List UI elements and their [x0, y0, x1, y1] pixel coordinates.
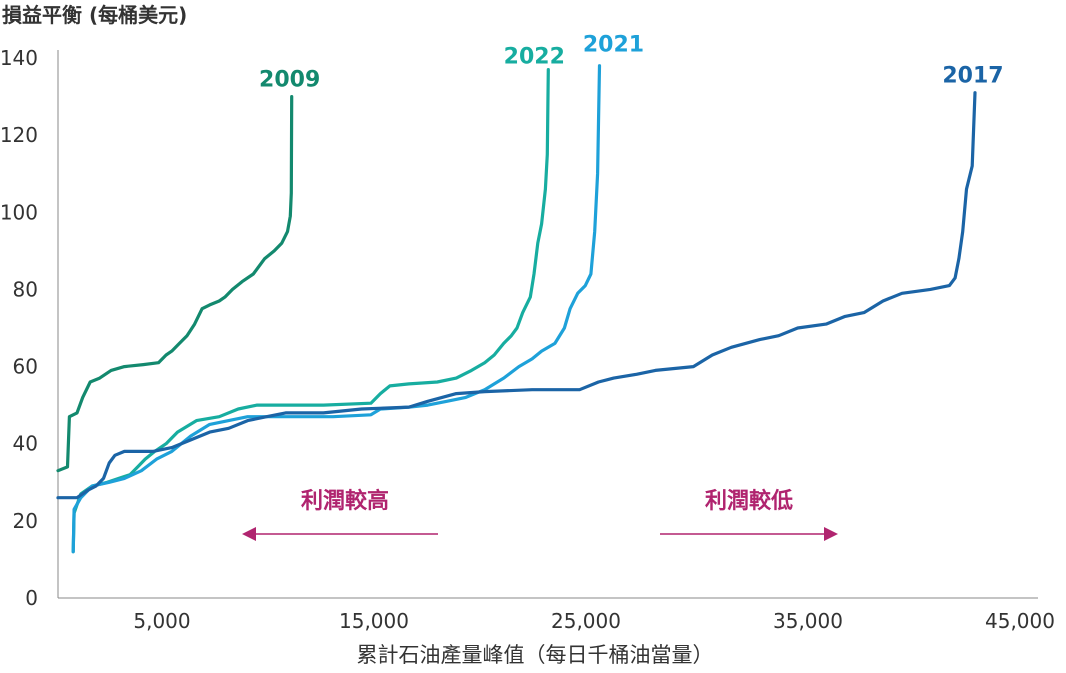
series-label-2009: 2009	[259, 68, 320, 93]
x-axis-label: 累計石油產量峰值（每日千桶油當量）	[357, 643, 714, 667]
y-tick-label: 20	[13, 509, 38, 533]
series-labels: 2009 2022 2021 2017	[259, 33, 1004, 93]
annotation-lower-profit: 利潤較低	[705, 488, 793, 514]
y-tick-label: 120	[0, 123, 38, 147]
y-tick-label: 60	[13, 355, 38, 379]
x-tick-label: 45,000	[985, 609, 1055, 633]
annotations: 利潤較高 利潤較低	[242, 488, 838, 541]
annotation-higher-profit: 利潤較高	[301, 488, 389, 514]
y-tick-label: 80	[13, 277, 38, 301]
axes	[57, 50, 1038, 599]
y-tick-label: 0	[25, 586, 38, 610]
y-tick-label: 100	[0, 200, 38, 224]
series-line-2017	[56, 91, 977, 500]
x-tick-label: 35,000	[773, 609, 843, 633]
y-tick-label: 140	[0, 46, 38, 70]
x-ticks: 5,000 15,000 25,000 35,000 45,000	[133, 609, 1055, 633]
series-label-2021: 2021	[583, 33, 644, 58]
series-line-2009	[56, 95, 294, 473]
x-tick-label: 5,000	[133, 609, 190, 633]
x-tick-label: 15,000	[339, 609, 409, 633]
y-tick-label: 40	[13, 432, 38, 456]
arrow-left-head	[242, 527, 256, 541]
series-lines	[56, 64, 977, 554]
y-axis-label: 損益平衡 (每桶美元)	[2, 3, 187, 27]
arrow-right-head	[824, 527, 838, 541]
x-tick-label: 25,000	[551, 609, 621, 633]
series-label-2022: 2022	[504, 45, 565, 70]
series-line-2022	[71, 68, 550, 554]
series-label-2017: 2017	[942, 64, 1003, 89]
series-line-2021	[71, 64, 602, 554]
y-ticks: 0 20 40 60 80 100 120 140	[0, 46, 38, 610]
